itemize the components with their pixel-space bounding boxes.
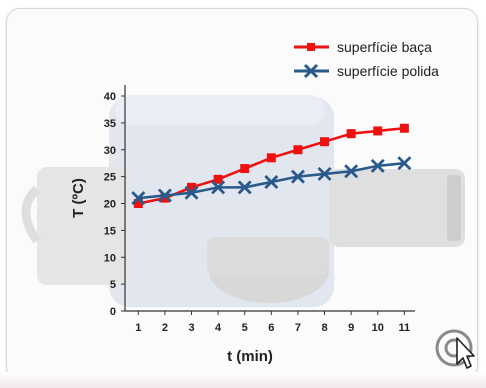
legend: superfície baça superfície polida bbox=[294, 39, 439, 79]
y-axis-title: T (ºC) bbox=[70, 178, 87, 218]
legend-label-superficie-polida: superfície polida bbox=[337, 63, 439, 79]
bottom-strip bbox=[0, 372, 486, 388]
background-photo bbox=[21, 95, 465, 307]
x-tick-label: 5 bbox=[242, 322, 248, 334]
x-tick-label: 4 bbox=[215, 322, 222, 334]
data-point-1 bbox=[184, 185, 199, 200]
y-tick-label: 20 bbox=[104, 199, 116, 211]
x-tick-label: 1 bbox=[135, 322, 141, 334]
data-point-1 bbox=[397, 156, 412, 171]
x-tick-label: 11 bbox=[399, 322, 411, 334]
x-tick-label: 9 bbox=[348, 322, 354, 334]
y-tick-label: 35 bbox=[104, 118, 116, 130]
x-tick-label: 8 bbox=[321, 322, 327, 334]
data-point-1 bbox=[157, 188, 172, 203]
data-point-0 bbox=[133, 199, 143, 208]
y-tick-label: 10 bbox=[104, 252, 116, 264]
cursor-icon bbox=[456, 337, 475, 369]
data-point-0 bbox=[373, 126, 383, 136]
chart-card: 0 5 10 15 20 25 30 35 40 1 2 3 4 5 6 7 8 9 10 11 T (ºC) t … bbox=[6, 8, 478, 380]
data-point-0 bbox=[160, 193, 170, 203]
x-tick-label: 6 bbox=[268, 322, 274, 334]
data-point-1 bbox=[344, 164, 359, 179]
data-point-0 bbox=[399, 123, 409, 133]
legend-label-superficie-baca: superfície baça bbox=[337, 39, 432, 55]
line-chart: 0 5 10 15 20 25 30 35 40 1 2 3 4 5 6 7 8 9 10 11 T (ºC) t … bbox=[21, 39, 465, 365]
data-point-0 bbox=[320, 137, 330, 147]
data-point-1 bbox=[370, 158, 385, 173]
data-point-0 bbox=[240, 164, 250, 174]
y-tick-label: 25 bbox=[104, 172, 116, 184]
data-point-0 bbox=[213, 174, 223, 184]
legend-marker-superficie-polida bbox=[303, 63, 319, 79]
data-point-1 bbox=[264, 175, 279, 189]
data-point-1 bbox=[317, 166, 332, 181]
legend-marker-superficie-baca bbox=[307, 43, 315, 51]
data-point-1 bbox=[131, 191, 146, 206]
x-tick-label: 10 bbox=[372, 322, 384, 334]
x-tick-label: 7 bbox=[295, 322, 301, 334]
data-point-0 bbox=[346, 129, 356, 139]
data-point-1 bbox=[237, 180, 252, 195]
y-tick-label: 0 bbox=[110, 306, 116, 318]
x-tick-label: 2 bbox=[162, 322, 168, 334]
x-axis-title: t (min) bbox=[227, 348, 273, 365]
data-point-0 bbox=[293, 145, 303, 155]
y-tick-label: 30 bbox=[104, 145, 116, 157]
y-tick-label: 40 bbox=[104, 91, 116, 103]
data-point-0 bbox=[266, 153, 276, 163]
x-tick-label: 3 bbox=[188, 322, 194, 334]
data-point-0 bbox=[187, 182, 197, 192]
data-point-1 bbox=[290, 169, 305, 184]
y-tick-label: 15 bbox=[104, 225, 116, 237]
data-point-1 bbox=[211, 180, 226, 195]
y-tick-label: 5 bbox=[110, 279, 116, 291]
